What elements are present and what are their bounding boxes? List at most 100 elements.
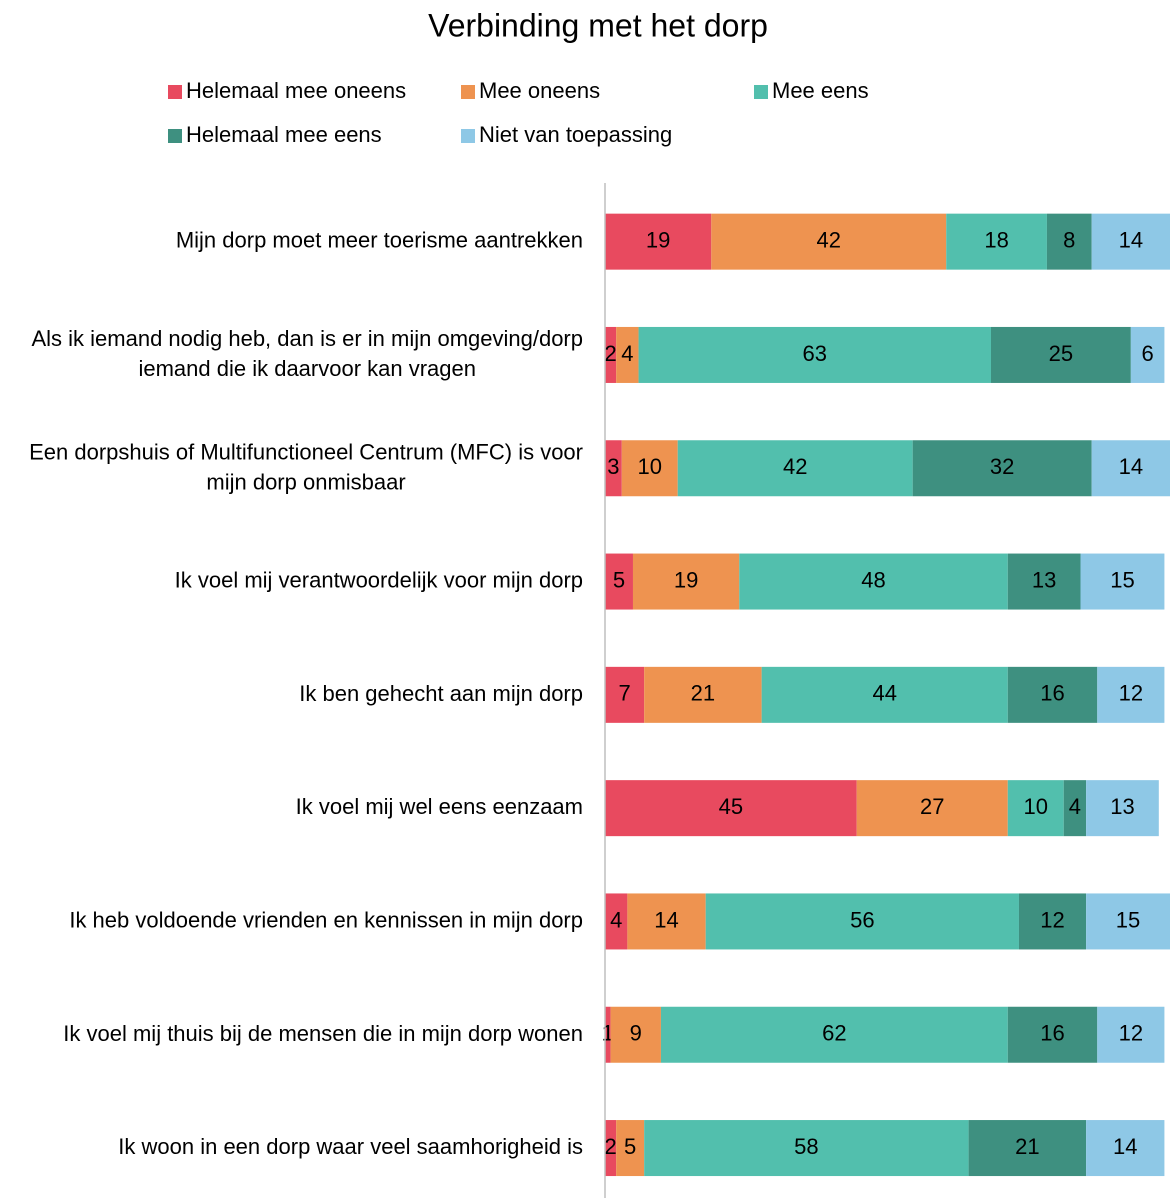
data-label: 4 xyxy=(621,341,633,366)
data-label: 45 xyxy=(719,794,743,819)
bar-segment xyxy=(1130,326,1165,383)
category-label: Ik voel mij thuis bij de mensen die in m… xyxy=(63,1021,583,1046)
data-label: 15 xyxy=(1110,567,1134,592)
bar-segment xyxy=(605,440,622,497)
data-label: 18 xyxy=(984,227,1008,252)
data-label: 58 xyxy=(794,1134,818,1159)
data-label: 2 xyxy=(604,341,616,366)
data-label: 14 xyxy=(1119,454,1143,479)
category-label: Een dorpshuis of Multifunctioneel Centru… xyxy=(29,439,583,494)
legend-item: Mee eens xyxy=(754,78,869,103)
legend-label: Mee oneens xyxy=(479,78,600,103)
bar-segment xyxy=(610,1006,661,1063)
category-line: Mijn dorp moet meer toerisme aantrekken xyxy=(176,227,583,252)
category-line: Ik heb voldoende vrienden en kennissen i… xyxy=(69,907,583,932)
category-line: Als ik iemand nodig heb, dan is er in mi… xyxy=(31,326,583,351)
bar-segment xyxy=(990,326,1131,383)
data-label: 2 xyxy=(604,1134,616,1159)
data-label: 10 xyxy=(638,454,662,479)
bar-segment xyxy=(1091,213,1170,270)
bar-segment xyxy=(946,213,1047,270)
category-line: Ik woon in een dorp waar veel saamhorigh… xyxy=(118,1134,583,1159)
category-label: Ik ben gehecht aan mijn dorp xyxy=(299,681,583,706)
legend-swatch xyxy=(754,85,768,99)
category-label: Ik voel mij verantwoordelijk voor mijn d… xyxy=(175,567,583,592)
data-label: 19 xyxy=(674,567,698,592)
bar-segment xyxy=(621,440,678,497)
data-label: 56 xyxy=(850,907,874,932)
data-label: 48 xyxy=(861,567,885,592)
bar-segment xyxy=(644,1120,969,1177)
data-label: 6 xyxy=(1141,341,1153,366)
bar-segment xyxy=(605,553,633,610)
data-label: 9 xyxy=(630,1021,642,1046)
data-label: 19 xyxy=(646,227,670,252)
bar-segment xyxy=(660,1006,1008,1063)
category-label: Ik woon in een dorp waar veel saamhorigh… xyxy=(118,1134,583,1159)
bar-segment xyxy=(605,893,628,950)
category-line: mijn dorp onmisbaar xyxy=(206,469,405,494)
bar-segment xyxy=(856,780,1008,837)
data-label: 21 xyxy=(1015,1134,1039,1159)
bar-segment xyxy=(605,326,617,383)
bar-segment xyxy=(616,326,639,383)
legend-label: Niet van toepassing xyxy=(479,122,672,147)
bar-segment xyxy=(1018,893,1087,950)
data-label: 14 xyxy=(1119,227,1143,252)
legend-swatch xyxy=(168,129,182,143)
bar-segment xyxy=(968,1120,1087,1177)
data-label: 5 xyxy=(624,1134,636,1159)
category-line: Ik voel mij wel eens eenzaam xyxy=(296,794,583,819)
data-label: 4 xyxy=(1069,794,1081,819)
bar-segment xyxy=(1080,553,1165,610)
bar-segment xyxy=(1086,1120,1165,1177)
bar-segment xyxy=(1007,666,1098,723)
bar-segment xyxy=(912,440,1092,497)
legend-label: Helemaal mee eens xyxy=(186,122,382,147)
data-label: 27 xyxy=(920,794,944,819)
category-label: Als ik iemand nodig heb, dan is er in mi… xyxy=(31,326,583,381)
bar-segment xyxy=(1086,893,1170,950)
bar-segment xyxy=(1086,780,1159,837)
bar-segment xyxy=(1007,553,1081,610)
legend-swatch xyxy=(461,85,475,99)
data-label: 16 xyxy=(1040,681,1064,706)
data-label: 63 xyxy=(803,341,827,366)
legend-item: Mee oneens xyxy=(461,78,600,103)
category-line: Een dorpshuis of Multifunctioneel Centru… xyxy=(29,439,583,464)
bar-segment xyxy=(616,1120,645,1177)
bar-segment xyxy=(605,780,857,837)
bar-segment xyxy=(627,893,706,950)
data-label: 21 xyxy=(691,681,715,706)
category-line: Ik voel mij verantwoordelijk voor mijn d… xyxy=(175,567,583,592)
data-label: 25 xyxy=(1049,341,1073,366)
bar-segment xyxy=(761,666,1008,723)
bar-segment xyxy=(739,553,1008,610)
legend-label: Mee eens xyxy=(772,78,869,103)
data-label: 13 xyxy=(1032,567,1056,592)
data-label: 62 xyxy=(822,1021,846,1046)
data-label: 10 xyxy=(1024,794,1048,819)
bar-segment xyxy=(1046,213,1092,270)
data-label: 12 xyxy=(1119,681,1143,706)
data-label: 12 xyxy=(1119,1021,1143,1046)
legend-item: Niet van toepassing xyxy=(461,122,672,147)
category-line: Ik ben gehecht aan mijn dorp xyxy=(299,681,583,706)
data-label: 14 xyxy=(1113,1134,1137,1159)
bar-segment xyxy=(605,1120,617,1177)
data-label: 7 xyxy=(618,681,630,706)
data-label: 3 xyxy=(607,454,619,479)
chart-title: Verbinding met het dorp xyxy=(428,7,768,43)
bar-segment xyxy=(1007,780,1064,837)
bar-segment xyxy=(711,213,947,270)
bar-segment xyxy=(605,666,645,723)
bar-segment xyxy=(1091,440,1170,497)
data-label: 32 xyxy=(990,454,1014,479)
bar-segment xyxy=(605,213,712,270)
data-label: 14 xyxy=(654,907,678,932)
category-label: Ik heb voldoende vrienden en kennissen i… xyxy=(69,907,583,932)
legend-label: Helemaal mee oneens xyxy=(186,78,406,103)
bar-segment xyxy=(677,440,913,497)
bar-segment xyxy=(1007,1006,1098,1063)
